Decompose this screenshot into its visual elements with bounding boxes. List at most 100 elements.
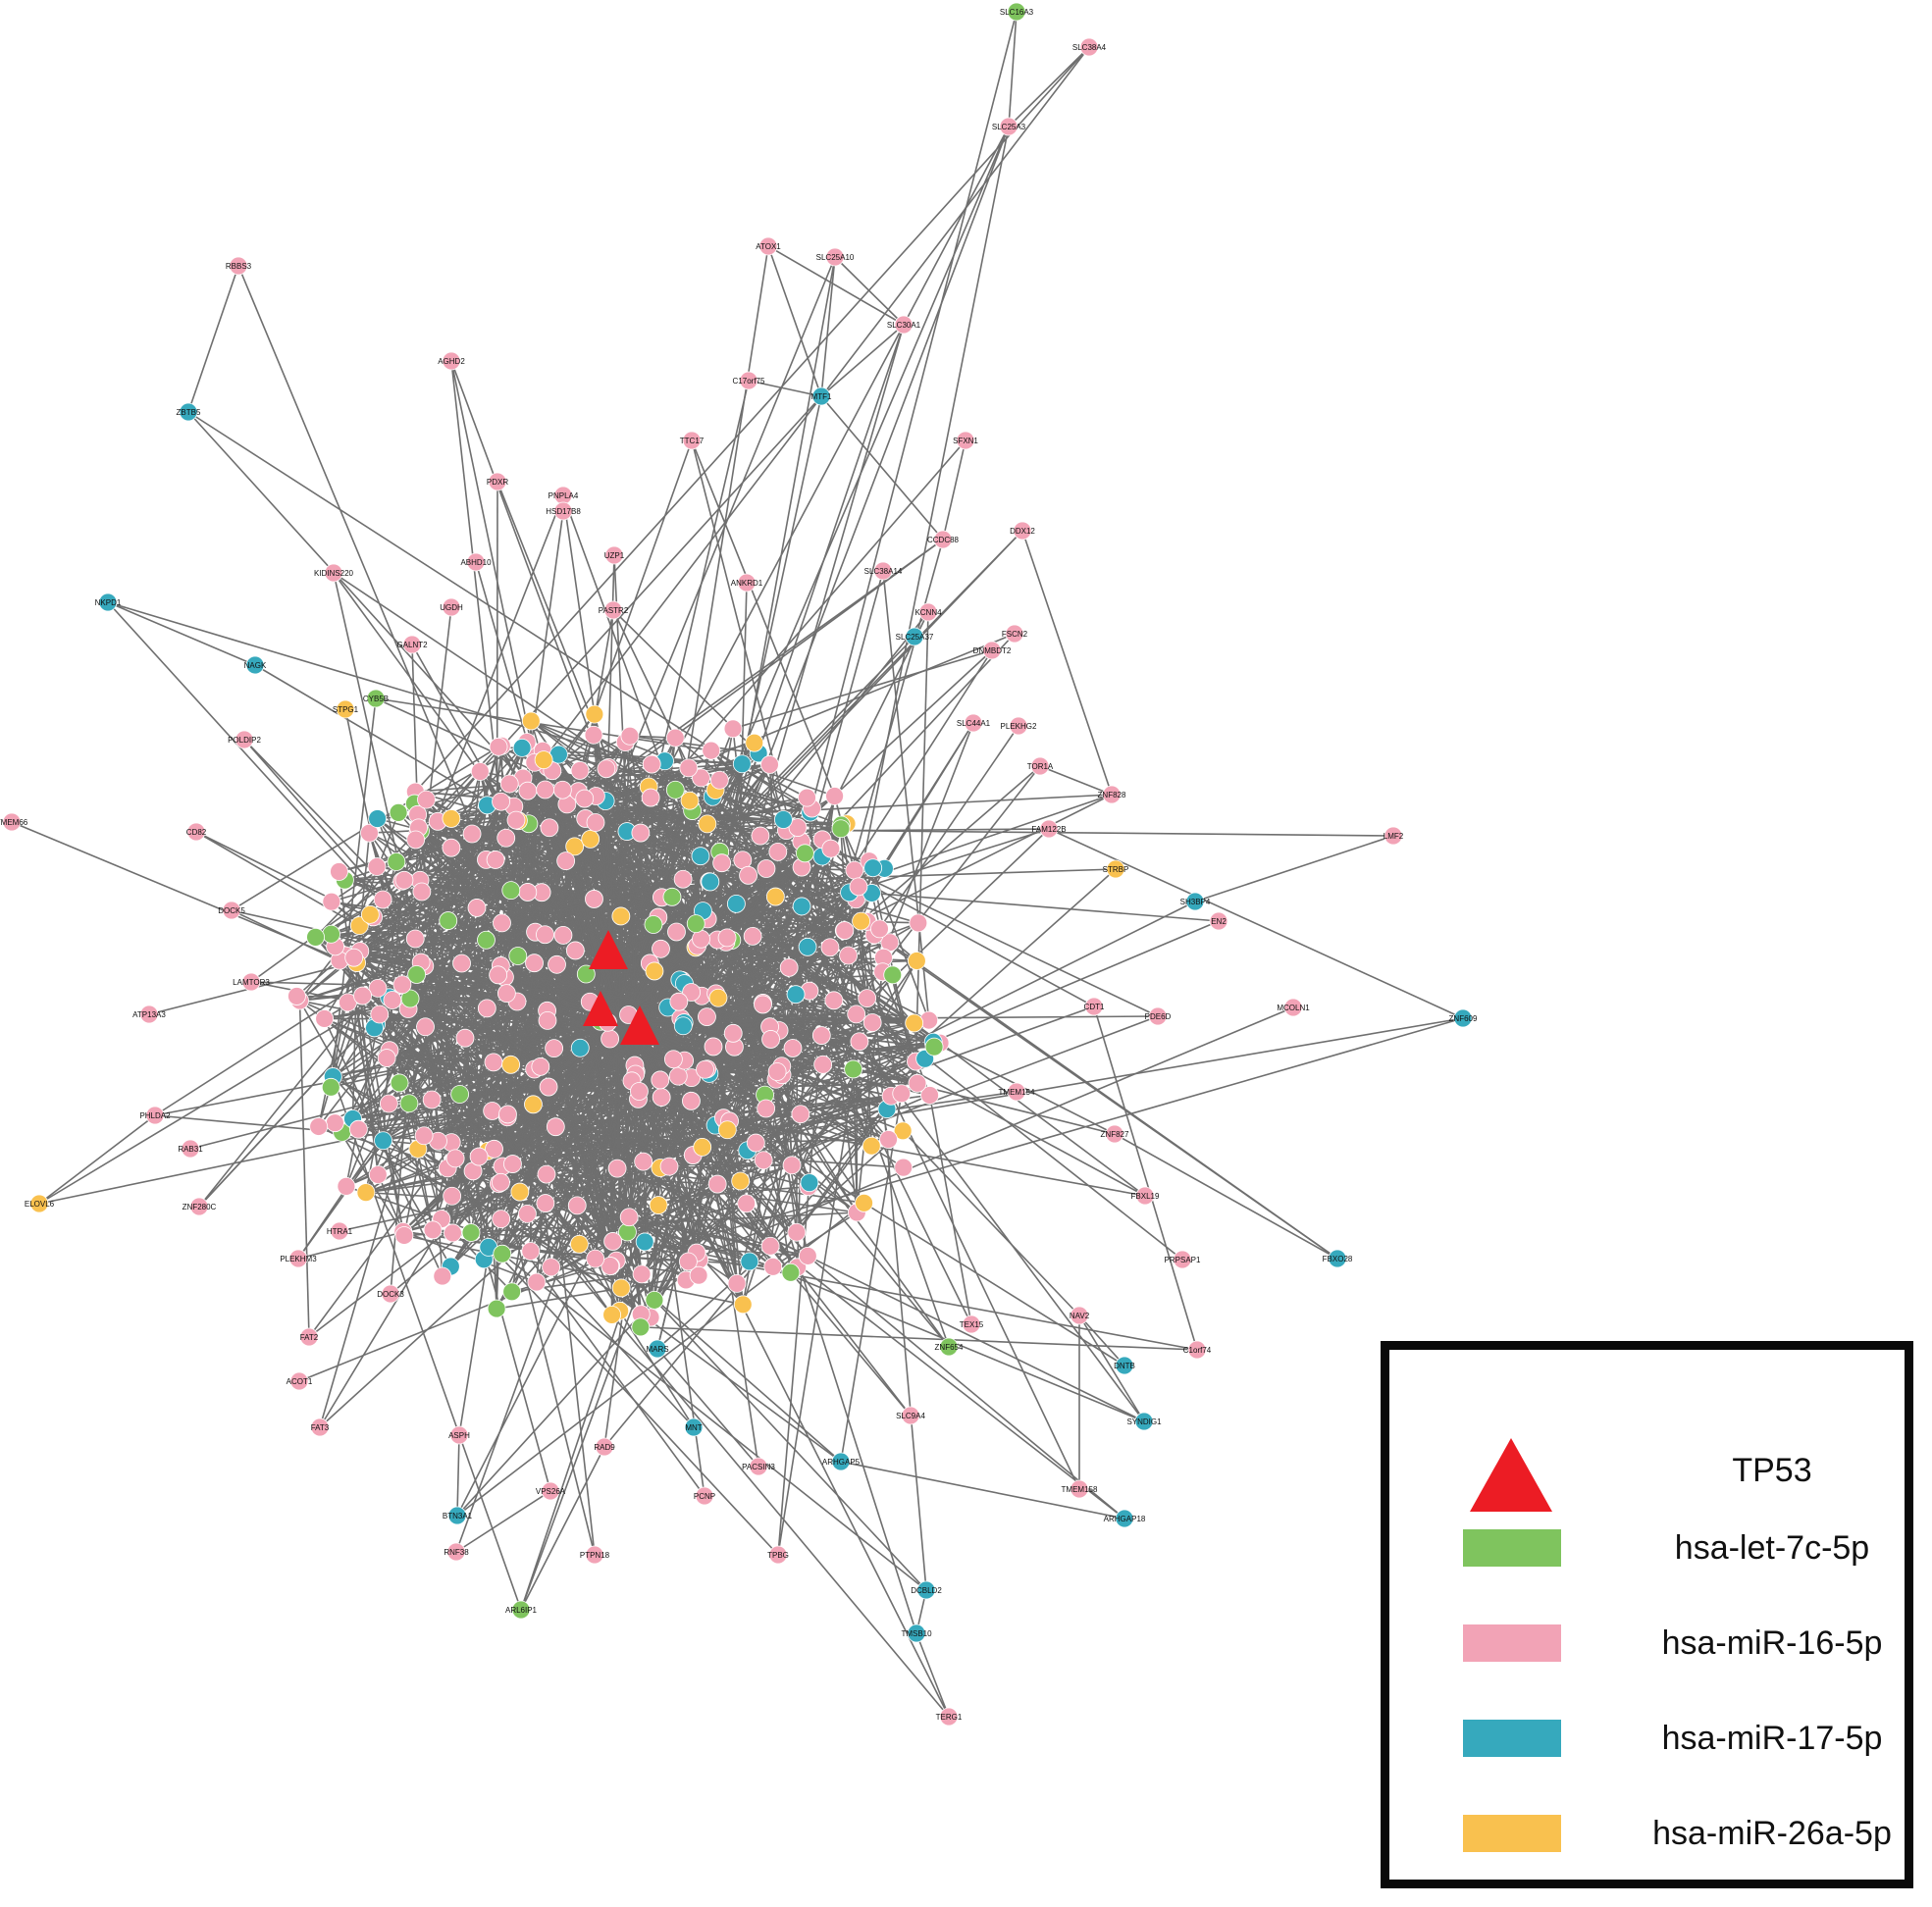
node-edge [767, 245, 822, 397]
gene-node-label: CDT1 [1084, 1003, 1105, 1011]
node-edge [511, 1017, 1464, 1293]
gene-node-label: KCNN4 [914, 608, 942, 617]
core-node [825, 787, 844, 805]
node-edge [332, 1075, 779, 1556]
gene-node-circle [222, 901, 241, 920]
core-node [787, 1222, 807, 1242]
gene-node-label: SLC16A3 [1000, 8, 1034, 17]
core-node [800, 1173, 819, 1193]
gene-node: HTRA1 [327, 1221, 353, 1241]
node-edge [562, 494, 596, 715]
gene-node: CDT1 [1084, 997, 1105, 1016]
gene-node-label: DNMBDT2 [973, 646, 1012, 655]
core-node [360, 904, 380, 924]
core-node [539, 1077, 558, 1097]
gene-node-circle [1384, 826, 1403, 846]
node-edge [456, 1434, 460, 1517]
core-node [325, 1113, 344, 1133]
gene-node-label: SFXN1 [953, 437, 978, 445]
core-node [792, 897, 811, 916]
node-edge [691, 439, 836, 797]
gene-node-label: GALNT2 [396, 641, 428, 649]
gene-node-circle [982, 641, 1002, 660]
node-edge [1078, 1314, 1145, 1422]
core-node [353, 986, 372, 1005]
node-edge [375, 697, 880, 930]
core-node [503, 1155, 522, 1173]
gene-node: TERG1 [936, 1707, 963, 1727]
core-node [821, 839, 841, 858]
gene-node-label: SLC25A10 [816, 253, 855, 262]
legend-item-mir16: hsa-miR-16-5p [1389, 1624, 1905, 1683]
core-node [467, 899, 487, 917]
core-node [732, 754, 752, 774]
core-node [387, 852, 406, 871]
core-node [862, 1013, 882, 1032]
gene-node: ARHGAP18 [1104, 1509, 1146, 1528]
node-edge [741, 395, 822, 764]
gene-node-label: LAMTOR3 [233, 978, 270, 987]
core-node [445, 1149, 465, 1168]
node-edge [691, 439, 873, 1147]
gene-node: FBXL19 [1131, 1186, 1160, 1206]
gene-node-circle [1134, 1412, 1154, 1431]
gene-node: LAMTOR3 [233, 972, 270, 992]
core-node [765, 887, 785, 906]
gene-node-circle [553, 501, 573, 521]
core-node [644, 915, 663, 934]
gene-node-circle [449, 1425, 469, 1445]
core-node [726, 894, 746, 913]
hub-edge [449, 1019, 619, 1267]
node-edge [807, 1255, 1125, 1520]
hub-edge [617, 764, 771, 1021]
gene-node-circle [447, 1506, 467, 1525]
gene-node-circle [1328, 1249, 1347, 1268]
gene-node-label: ACOT1 [287, 1377, 313, 1386]
gene-node-label: PDE6D [1145, 1012, 1172, 1021]
core-node [870, 919, 889, 939]
legend-label: hsa-miR-17-5p [1661, 1720, 1883, 1757]
gene-node-circle [964, 713, 983, 733]
gene-node: FAM122B [1031, 819, 1067, 839]
core-node [727, 1273, 747, 1293]
gene-node-circle [831, 1452, 851, 1471]
core-node [761, 1030, 780, 1049]
gene-node-circle [1079, 37, 1099, 57]
hub-edge [425, 799, 619, 1021]
core-node [552, 780, 572, 799]
gene-node-circle [235, 730, 254, 749]
core-node [373, 890, 392, 909]
gene-node-circle [289, 1371, 309, 1391]
core-node [493, 913, 511, 933]
core-edge [742, 762, 835, 798]
gene-node: ELOVL6 [25, 1194, 55, 1213]
gene-node: TEX15 [960, 1314, 984, 1334]
core-node [692, 929, 710, 949]
gene-node-label: SLC38A4 [1072, 43, 1107, 52]
gene-node: ATOX1 [756, 236, 781, 256]
gene-node-label: TMEM158 [1062, 1485, 1098, 1494]
core-node [782, 1156, 802, 1175]
node-edge [769, 722, 974, 1247]
node-edge [417, 1148, 842, 1463]
gene-node: CCDC88 [927, 530, 960, 549]
core-node [322, 924, 340, 944]
gene-node-circle [1013, 521, 1032, 541]
core-node [667, 922, 686, 942]
core-node [709, 770, 729, 790]
core-node [394, 870, 414, 890]
node-edge [702, 1017, 1464, 1149]
core-node [470, 762, 490, 781]
gene-node-label: NAGK [244, 661, 267, 670]
gene-node-circle [229, 256, 248, 276]
core-node [698, 814, 717, 834]
gene-node-circle [695, 1486, 714, 1506]
core-node [368, 809, 388, 828]
core-node [368, 978, 388, 998]
node-edge [237, 265, 488, 860]
core-node [634, 1152, 653, 1171]
legend-item-mir17: hsa-miR-17-5p [1389, 1720, 1905, 1778]
gene-node: KCNN4 [914, 602, 942, 622]
core-node [489, 965, 508, 985]
core-node [611, 1278, 631, 1298]
